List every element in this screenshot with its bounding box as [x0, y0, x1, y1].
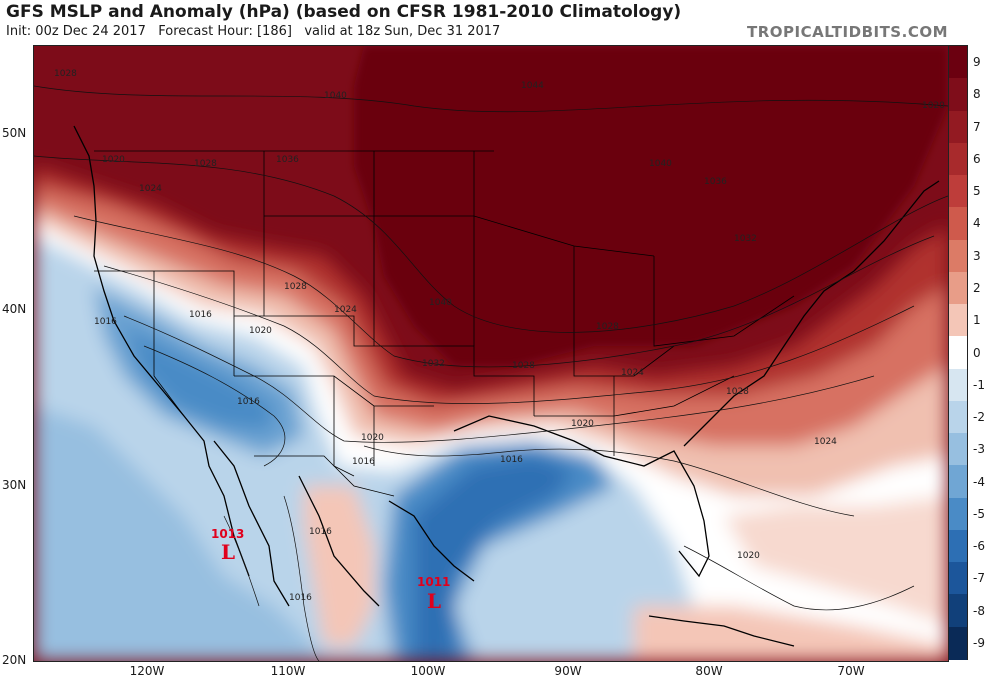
isobar-label: 1016 — [289, 593, 312, 603]
colorbar-tick-label: -1 — [973, 377, 985, 392]
colorbar-tick-label: 2 — [973, 280, 981, 295]
isobar-label: 1020 — [361, 433, 384, 443]
colorbar-segment — [949, 239, 967, 273]
isobar-label: 1040 — [649, 159, 672, 169]
colorbar-tick-label: 5 — [973, 184, 981, 199]
colorbar-segment — [949, 271, 967, 305]
colorbar-tick-label: 6 — [973, 151, 981, 166]
colorbar-tick-label: -5 — [973, 506, 985, 521]
colorbar-segment — [949, 368, 967, 402]
low-pressure-symbol: L — [427, 589, 441, 613]
isobar-label: 1024 — [814, 437, 837, 447]
isobar-label: 1020 — [249, 326, 272, 336]
lat-label-20n: 20N — [2, 653, 27, 667]
lon-label-80w: 80W — [695, 664, 723, 678]
low-pressure-symbol: L — [221, 540, 235, 564]
isobar-label: 1028 — [596, 322, 619, 332]
isobar-label: 1040 — [429, 298, 452, 308]
isobar-label: 1016 — [237, 397, 260, 407]
isobar-label: 1016 — [189, 310, 212, 320]
lon-label-90w: 90W — [554, 664, 582, 678]
anomaly-shading — [34, 46, 948, 661]
isobar-label: 1040 — [324, 91, 347, 101]
colorbar-segment — [949, 562, 967, 596]
isobar-label: 1036 — [276, 155, 299, 165]
map-canvas: 1028 1040 1044 1020 1028 1024 1036 1040 … — [34, 46, 948, 661]
colorbar-tick-label: -9 — [973, 635, 985, 650]
isobar-label: 1016 — [94, 317, 117, 327]
lon-label-120w: 120W — [129, 664, 165, 678]
lon-label-70w: 70W — [837, 664, 865, 678]
colorbar-tick-label: 9 — [973, 55, 981, 70]
low-pressure-center: 1011 L — [417, 575, 450, 613]
low-pressure-value: 1011 — [417, 575, 450, 589]
coastline — [73, 125, 940, 647]
colorbar-segment — [949, 304, 967, 338]
colorbar-segment — [949, 626, 967, 660]
colorbar-segment — [949, 207, 967, 241]
state-borders — [94, 150, 795, 497]
lon-label-100w: 100W — [410, 664, 446, 678]
colorbar-segment — [949, 336, 967, 370]
isobar-label: 1024 — [334, 305, 357, 315]
isobar-label: 1016 — [309, 527, 332, 537]
colorbar-tick-label: -8 — [973, 603, 985, 618]
brand-watermark: TROPICALTIDBITS.COM — [747, 23, 948, 41]
isobar-label: 1028 — [284, 282, 307, 292]
isobar-label: 1032 — [734, 234, 757, 244]
colorbar-segment — [949, 46, 967, 79]
map-subtitle: Init: 00z Dec 24 2017 Forecast Hour: [18… — [6, 24, 501, 39]
isobar-label: 1020 — [922, 101, 945, 111]
colorbar-tick-label: 1 — [973, 313, 981, 328]
isobar-label: 1028 — [512, 361, 535, 371]
colorbar-tick-label: 3 — [973, 248, 981, 263]
colorbar-tick-label: 0 — [973, 345, 981, 360]
isobar-label: 1028 — [726, 387, 749, 397]
lon-label-110w: 110W — [270, 664, 306, 678]
lat-label-30n: 30N — [2, 478, 27, 492]
colorbar-segment — [949, 78, 967, 112]
colorbar-segment — [949, 400, 967, 434]
isobar-label: 1028 — [194, 159, 217, 169]
isobar-label: 1024 — [621, 368, 644, 378]
isobar-label: 1036 — [704, 177, 727, 187]
colorbar-segment — [949, 594, 967, 628]
low-pressure-value: 1013 — [211, 527, 244, 541]
colorbar-tick-label: -4 — [973, 474, 985, 489]
isobar-label: 1024 — [139, 184, 162, 194]
isobar-label: 1028 — [54, 69, 77, 79]
colorbar-tick-label: -6 — [973, 539, 985, 554]
isobar-label: 1016 — [352, 457, 375, 467]
colorbar-tick-label: -3 — [973, 442, 985, 457]
colorbar-tick-label: 4 — [973, 216, 981, 231]
colorbar-segment — [949, 142, 967, 176]
isobar-labels: 1028 1040 1044 1020 1028 1024 1036 1040 … — [54, 69, 945, 603]
colorbar-segment — [949, 497, 967, 531]
isobar-label: 1044 — [521, 81, 544, 91]
colorbar-tick-label: 8 — [973, 87, 981, 102]
low-pressure-center: 1013 L — [211, 527, 244, 564]
lat-label-40n: 40N — [2, 302, 27, 316]
colorbar-segment — [949, 433, 967, 467]
isobar-label: 1016 — [500, 455, 523, 465]
isobar-label: 1032 — [422, 359, 445, 369]
colorbar-segment — [949, 110, 967, 144]
isobar-label: 1020 — [737, 551, 760, 561]
colorbar-tick-label: -7 — [973, 571, 985, 586]
map-title: GFS MSLP and Anomaly (hPa) (based on CFS… — [6, 2, 682, 22]
map-panel: 1028 1040 1044 1020 1028 1024 1036 1040 … — [33, 45, 949, 662]
colorbar-segment — [949, 529, 967, 563]
colorbar-segment — [949, 175, 967, 209]
colorbar-segment — [949, 465, 967, 499]
colorbar-tick-label: 7 — [973, 119, 981, 134]
colorbar — [948, 45, 968, 660]
lat-label-50n: 50N — [2, 126, 27, 140]
isobars — [34, 85, 948, 661]
isobar-label: 1020 — [102, 155, 125, 165]
colorbar-tick-label: -2 — [973, 410, 985, 425]
isobar-label: 1020 — [571, 419, 594, 429]
